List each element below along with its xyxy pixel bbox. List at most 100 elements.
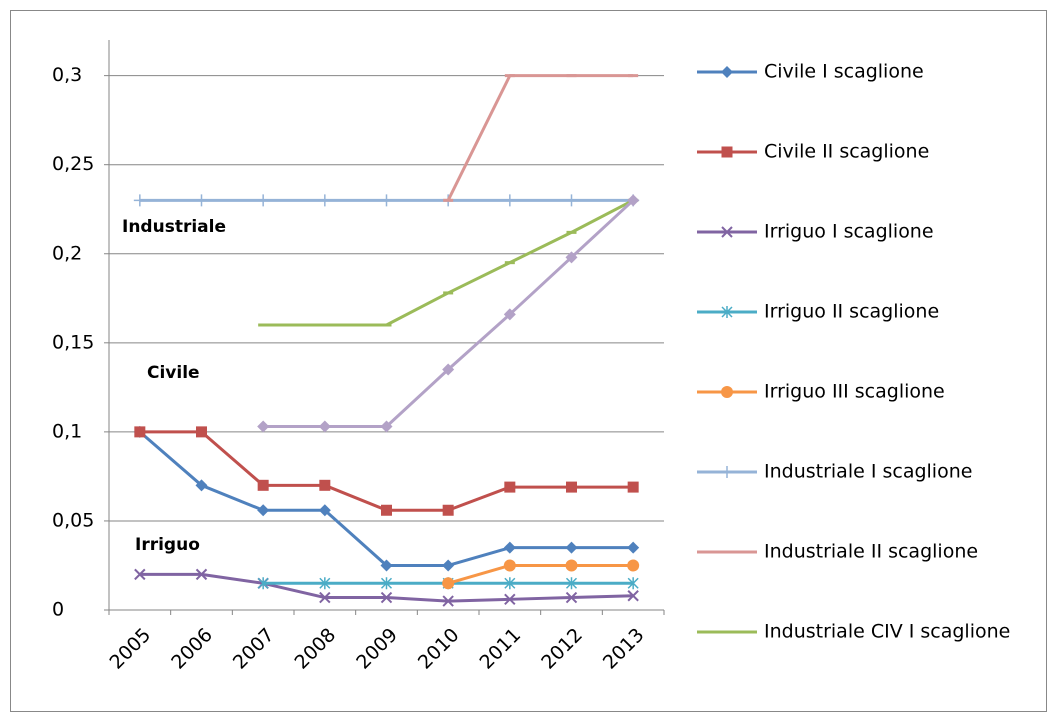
marker: [134, 568, 146, 581]
marker-shape: [442, 577, 455, 590]
marker-shape: [319, 479, 331, 491]
marker: [627, 590, 639, 602]
legend-label: Industriale I scaglione: [764, 461, 972, 483]
y-tick-label: 0,3: [52, 64, 82, 86]
marker-shape: [196, 426, 207, 438]
marker-shape: [721, 386, 733, 398]
annotation: Industriale: [122, 217, 226, 237]
annotation: Civile: [147, 363, 200, 383]
marker: [565, 559, 578, 572]
marker-shape: [565, 251, 578, 264]
marker-shape: [380, 194, 393, 207]
marker: [380, 559, 393, 572]
y-tick-label: 0,15: [52, 331, 94, 353]
marker-shape: [627, 559, 640, 572]
marker-shape: [442, 559, 455, 572]
marker-shape: [721, 146, 733, 158]
marker-shape: [442, 595, 454, 607]
marker: [503, 541, 516, 554]
marker-shape: [627, 577, 639, 590]
marker-shape: [503, 194, 516, 207]
marker: [721, 226, 733, 238]
y-tick-label: 0,25: [52, 153, 94, 175]
marker: [319, 479, 331, 491]
marker-shape: [380, 420, 393, 433]
legend-label: Industriale II scaglione: [764, 541, 978, 563]
marker: [627, 541, 640, 554]
marker-shape: [503, 559, 516, 572]
marker-shape: [565, 559, 578, 572]
marker-shape: [503, 541, 516, 554]
marker-shape: [318, 504, 331, 517]
y-tick-label: 0,05: [52, 509, 94, 531]
marker: [380, 591, 393, 604]
y-tick-label: 0,2: [52, 242, 82, 264]
marker-shape: [257, 577, 269, 590]
marker: [134, 426, 146, 438]
marker-shape: [565, 577, 578, 590]
marker: [442, 363, 455, 376]
marker: [442, 504, 454, 516]
marker-shape: [319, 591, 331, 604]
marker-shape: [134, 568, 146, 581]
legend-label: Irriguo II scaglione: [764, 301, 939, 323]
marker-shape: [504, 577, 516, 590]
marker: [504, 577, 516, 590]
marker-shape: [565, 591, 578, 604]
marker: [380, 194, 393, 207]
legend-label: Civile I scaglione: [764, 61, 924, 83]
marker: [565, 591, 578, 604]
marker-shape: [380, 577, 393, 590]
annotation: Irriguo: [135, 535, 200, 555]
marker: [319, 591, 331, 604]
marker-shape: [566, 481, 577, 493]
marker: [257, 479, 269, 491]
legend-label: Civile II scaglione: [764, 141, 929, 163]
marker-shape: [134, 426, 146, 438]
marker-shape: [318, 194, 331, 207]
marker-shape: [565, 194, 578, 207]
legend-label: Irriguo III scaglione: [764, 381, 945, 403]
marker-shape: [257, 479, 269, 491]
marker: [627, 194, 640, 207]
marker-shape: [565, 541, 578, 554]
marker: [133, 194, 146, 207]
marker: [721, 306, 733, 318]
marker: [627, 559, 640, 572]
marker: [381, 504, 392, 516]
marker: [442, 595, 454, 607]
marker-shape: [503, 308, 516, 321]
marker-shape: [442, 504, 454, 516]
series-line: [446, 74, 634, 201]
marker-shape: [721, 466, 733, 478]
marker: [565, 194, 578, 207]
marker-shape: [133, 194, 146, 207]
marker: [721, 146, 733, 158]
marker: [565, 541, 578, 554]
marker: [565, 577, 578, 590]
marker: [721, 386, 733, 398]
marker: [257, 504, 270, 517]
marker: [565, 251, 578, 264]
marker-shape: [380, 591, 393, 604]
marker: [627, 577, 639, 590]
marker-shape: [319, 577, 331, 590]
marker: [195, 479, 208, 492]
marker-shape: [380, 559, 393, 572]
marker-shape: [627, 194, 640, 207]
marker: [257, 577, 269, 590]
marker: [318, 420, 331, 433]
marker-shape: [195, 479, 208, 492]
chart-frame: [10, 10, 1047, 712]
marker-shape: [504, 593, 516, 606]
marker-shape: [627, 541, 640, 554]
marker: [504, 593, 516, 606]
marker: [318, 194, 331, 207]
marker: [503, 308, 516, 321]
marker-shape: [318, 420, 331, 433]
marker: [503, 559, 516, 572]
marker-shape: [257, 420, 270, 433]
marker: [257, 194, 270, 207]
marker-shape: [721, 226, 733, 238]
